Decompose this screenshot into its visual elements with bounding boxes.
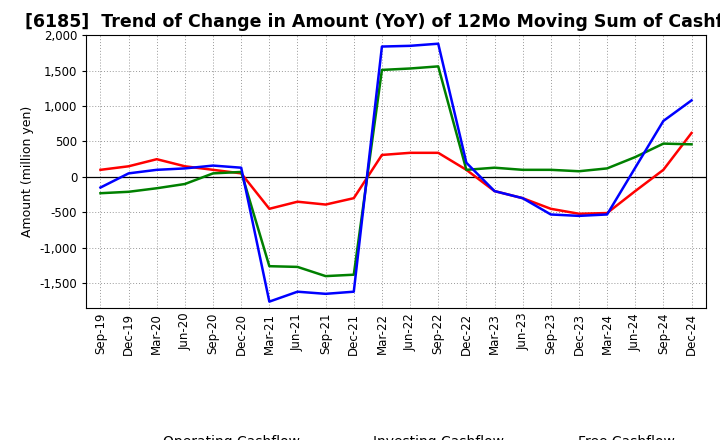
Operating Cashflow xyxy=(406,150,415,155)
Operating Cashflow xyxy=(659,167,667,172)
Investing Cashflow xyxy=(406,66,415,71)
Investing Cashflow xyxy=(631,154,639,160)
Investing Cashflow xyxy=(659,141,667,146)
Operating Cashflow xyxy=(687,130,696,136)
Free Cashflow xyxy=(687,98,696,103)
Operating Cashflow xyxy=(237,171,246,176)
Free Cashflow xyxy=(96,185,105,190)
Investing Cashflow xyxy=(687,142,696,147)
Operating Cashflow xyxy=(153,157,161,162)
Free Cashflow xyxy=(377,44,386,49)
Operating Cashflow xyxy=(462,167,471,172)
Free Cashflow xyxy=(490,188,499,194)
Free Cashflow xyxy=(518,195,527,201)
Investing Cashflow xyxy=(434,64,443,69)
Investing Cashflow xyxy=(321,274,330,279)
Line: Operating Cashflow: Operating Cashflow xyxy=(101,133,691,214)
Operating Cashflow xyxy=(377,152,386,158)
Investing Cashflow xyxy=(209,171,217,176)
Operating Cashflow xyxy=(518,195,527,201)
Investing Cashflow xyxy=(546,167,555,172)
Investing Cashflow xyxy=(153,186,161,191)
Operating Cashflow xyxy=(293,199,302,204)
Operating Cashflow xyxy=(434,150,443,155)
Operating Cashflow xyxy=(490,188,499,194)
Free Cashflow xyxy=(603,212,611,217)
Operating Cashflow xyxy=(546,206,555,212)
Investing Cashflow xyxy=(518,167,527,172)
Investing Cashflow xyxy=(490,165,499,170)
Operating Cashflow xyxy=(321,202,330,207)
Free Cashflow xyxy=(293,289,302,294)
Free Cashflow xyxy=(575,213,583,219)
Investing Cashflow xyxy=(462,167,471,172)
Y-axis label: Amount (million yen): Amount (million yen) xyxy=(21,106,34,237)
Free Cashflow xyxy=(209,163,217,168)
Free Cashflow xyxy=(125,171,133,176)
Line: Free Cashflow: Free Cashflow xyxy=(101,44,691,302)
Investing Cashflow xyxy=(181,181,189,187)
Free Cashflow xyxy=(349,289,358,294)
Investing Cashflow xyxy=(237,169,246,175)
Title: [6185]  Trend of Change in Amount (YoY) of 12Mo Moving Sum of Cashflows: [6185] Trend of Change in Amount (YoY) o… xyxy=(24,13,720,31)
Operating Cashflow xyxy=(125,164,133,169)
Free Cashflow xyxy=(546,212,555,217)
Free Cashflow xyxy=(321,291,330,297)
Free Cashflow xyxy=(237,165,246,170)
Operating Cashflow xyxy=(209,167,217,172)
Free Cashflow xyxy=(406,43,415,48)
Operating Cashflow xyxy=(603,210,611,216)
Operating Cashflow xyxy=(631,188,639,194)
Free Cashflow xyxy=(181,166,189,171)
Investing Cashflow xyxy=(349,272,358,277)
Operating Cashflow xyxy=(265,206,274,212)
Investing Cashflow xyxy=(575,169,583,174)
Free Cashflow xyxy=(631,165,639,170)
Investing Cashflow xyxy=(125,189,133,194)
Operating Cashflow xyxy=(181,164,189,169)
Investing Cashflow xyxy=(96,191,105,196)
Investing Cashflow xyxy=(265,264,274,269)
Free Cashflow xyxy=(153,167,161,172)
Line: Investing Cashflow: Investing Cashflow xyxy=(101,66,691,276)
Investing Cashflow xyxy=(377,67,386,73)
Operating Cashflow xyxy=(349,195,358,201)
Investing Cashflow xyxy=(603,166,611,171)
Legend: Operating Cashflow, Investing Cashflow, Free Cashflow: Operating Cashflow, Investing Cashflow, … xyxy=(112,429,680,440)
Free Cashflow xyxy=(462,160,471,165)
Operating Cashflow xyxy=(96,167,105,172)
Investing Cashflow xyxy=(293,264,302,270)
Free Cashflow xyxy=(659,118,667,124)
Operating Cashflow xyxy=(575,211,583,216)
Free Cashflow xyxy=(265,299,274,304)
Free Cashflow xyxy=(434,41,443,46)
